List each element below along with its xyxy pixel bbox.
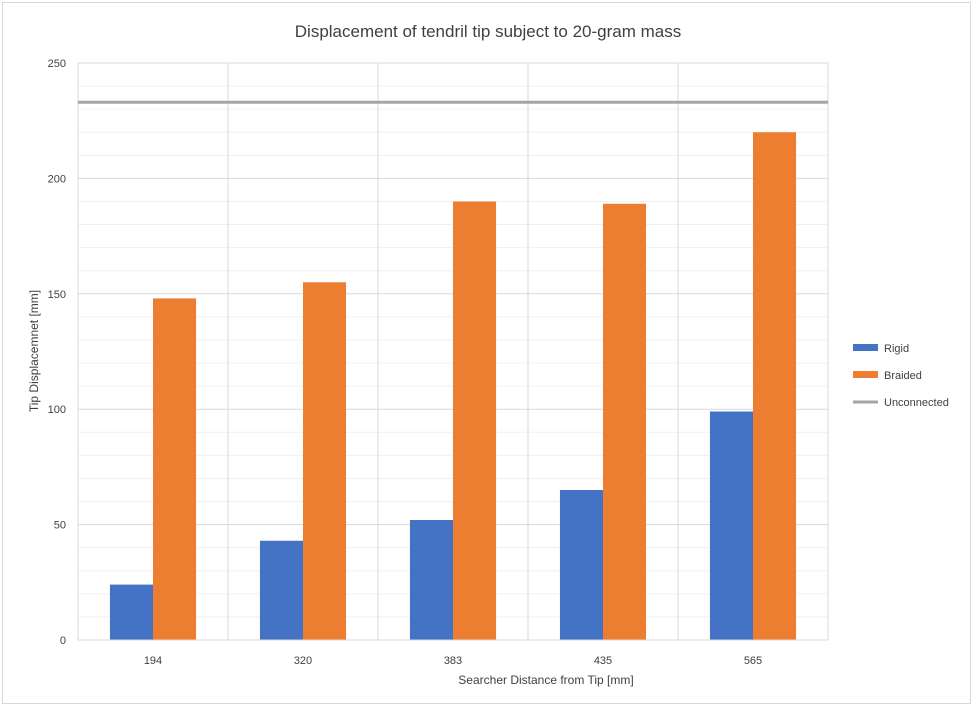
x-tick-label: 565 bbox=[744, 655, 762, 667]
y-tick-label: 50 bbox=[54, 520, 66, 532]
legend-label-braided: Braided bbox=[884, 370, 922, 382]
y-tick-label: 250 bbox=[48, 58, 66, 70]
bar-rigid-320 bbox=[259, 540, 303, 640]
bar-braided-194 bbox=[153, 298, 197, 640]
legend-label-rigid: Rigid bbox=[884, 343, 909, 355]
chart-title: Displacement of tendril tip subject to 2… bbox=[295, 22, 681, 41]
legend-swatch-braided bbox=[853, 371, 878, 378]
y-axis-title: Tip Displacemnet [mm] bbox=[27, 290, 41, 412]
bar-rigid-565 bbox=[709, 411, 753, 640]
bar-braided-565 bbox=[753, 132, 797, 641]
bar-rigid-383 bbox=[409, 519, 453, 640]
x-tick-labels: 194 320 383 435 565 bbox=[144, 655, 762, 667]
bar-braided-435 bbox=[603, 203, 647, 640]
bar-rigid-194 bbox=[109, 584, 153, 640]
x-tick-label: 194 bbox=[144, 655, 162, 667]
y-tick-label: 150 bbox=[48, 289, 66, 301]
bars-group bbox=[109, 132, 797, 641]
y-tick-label: 100 bbox=[48, 404, 66, 416]
bar-braided-320 bbox=[303, 282, 347, 640]
y-tick-labels: 0 50 100 150 200 250 bbox=[48, 58, 66, 647]
x-tick-label: 383 bbox=[444, 655, 462, 667]
y-tick-label: 0 bbox=[60, 635, 66, 647]
legend: Rigid Braided Unconnected bbox=[853, 343, 949, 409]
category-separators bbox=[77, 63, 829, 640]
y-tick-label: 200 bbox=[48, 173, 66, 185]
legend-swatch-rigid bbox=[853, 344, 878, 351]
x-axis-title: Searcher Distance from Tip [mm] bbox=[458, 673, 633, 687]
x-tick-label: 435 bbox=[594, 655, 612, 667]
bar-rigid-435 bbox=[559, 489, 603, 640]
x-tick-label: 320 bbox=[294, 655, 312, 667]
bar-braided-383 bbox=[453, 201, 497, 641]
legend-label-unconnected: Unconnected bbox=[884, 397, 949, 409]
